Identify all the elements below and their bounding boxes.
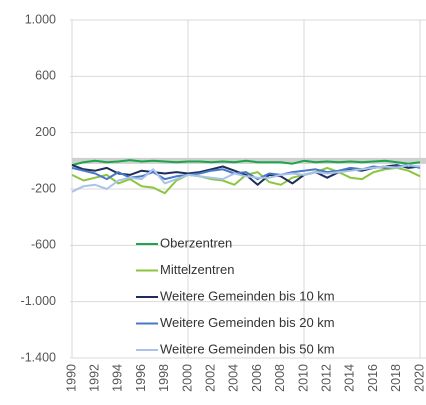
legend-label: Weitere Gemeinden bis 20 km — [160, 315, 335, 330]
x-tick-label: 1990 — [64, 364, 78, 392]
x-tick-label: 2018 — [389, 364, 403, 392]
x-tick-label: 1998 — [157, 364, 171, 392]
x-tick-label: 2004 — [227, 364, 241, 392]
legend-label: Weitere Gemeinden bis 50 km — [160, 341, 335, 356]
x-tick-label: 2006 — [250, 364, 264, 392]
legend-label: Mittelzentren — [160, 262, 234, 277]
series-line — [71, 159, 421, 167]
y-tick-label: -200 — [31, 181, 56, 195]
x-tick-label: 2016 — [366, 364, 380, 392]
x-tick-label: 1992 — [87, 364, 101, 392]
x-tick-label: 2020 — [412, 364, 426, 392]
x-tick-label: 2012 — [319, 364, 333, 392]
legend-label: Oberzentren — [160, 235, 232, 250]
x-tick-label: 1994 — [111, 364, 125, 392]
y-tick-label: 600 — [35, 69, 56, 83]
y-tick-label: -1.000 — [21, 294, 56, 308]
series-line — [71, 164, 421, 186]
y-tick-label: -1.400 — [21, 350, 56, 364]
legend-label: Weitere Gemeinden bis 10 km — [160, 288, 335, 303]
y-tick-label: 200 — [35, 125, 56, 139]
x-tick-label: 2002 — [203, 364, 217, 392]
y-tick-label: 1.000 — [25, 12, 56, 26]
x-tick-label: 2010 — [296, 364, 310, 392]
x-tick-label: 2014 — [343, 364, 357, 392]
x-tick-label: 2000 — [180, 364, 194, 392]
series-line — [71, 164, 421, 193]
y-tick-label: -600 — [31, 238, 56, 252]
x-tick-label: 2008 — [273, 364, 287, 392]
x-tick-label: 1996 — [134, 364, 148, 392]
